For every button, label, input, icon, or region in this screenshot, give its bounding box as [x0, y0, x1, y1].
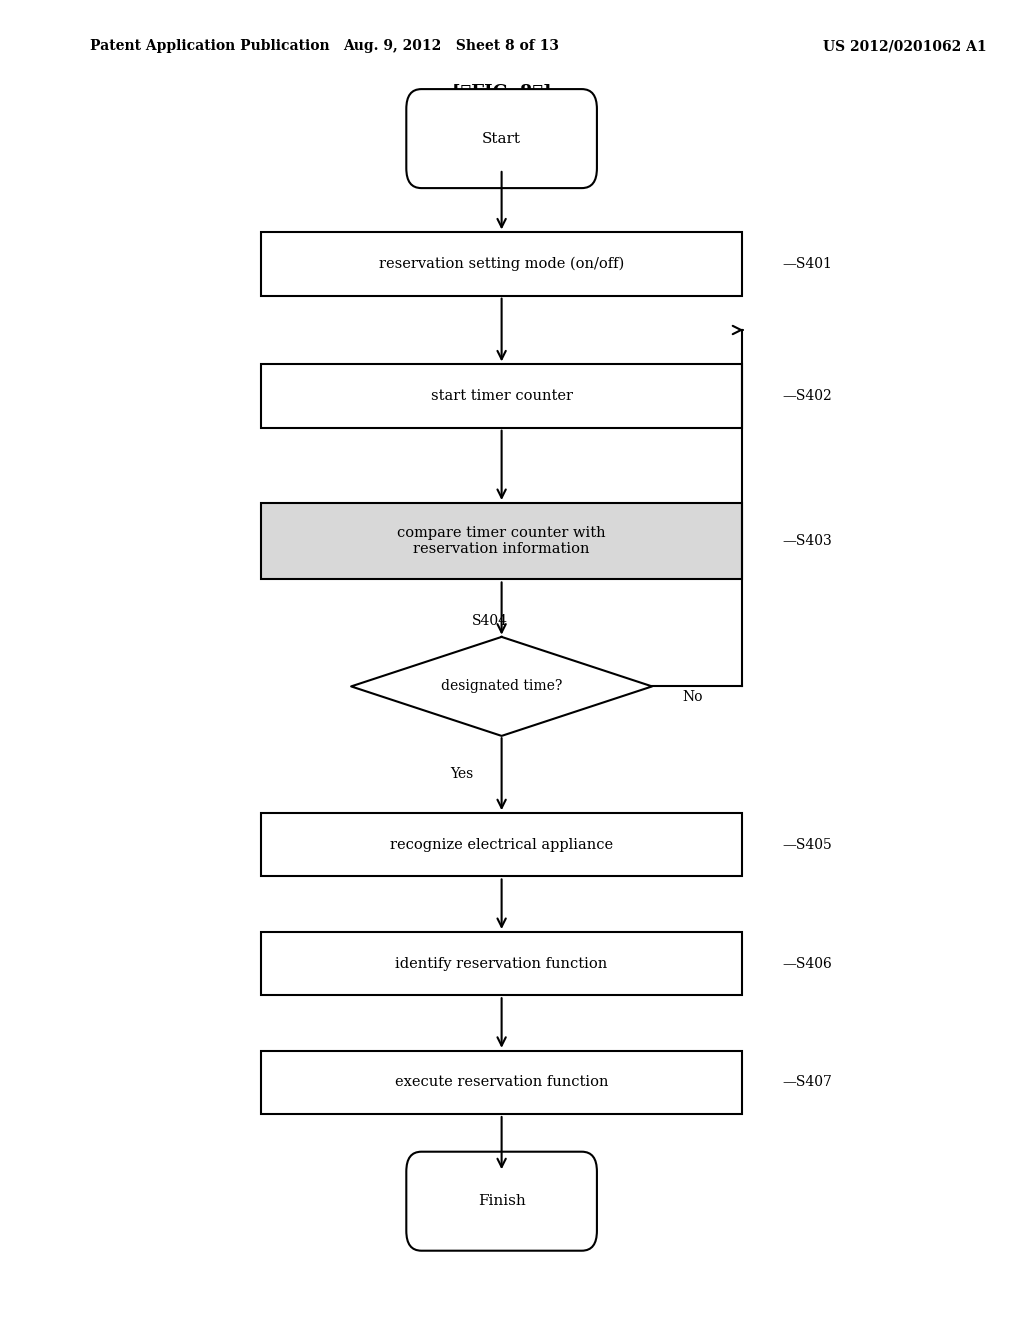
Text: identify reservation function: identify reservation function: [395, 957, 607, 970]
Text: Patent Application Publication: Patent Application Publication: [90, 40, 330, 53]
Bar: [261, 503, 742, 579]
Text: Aug. 9, 2012   Sheet 8 of 13: Aug. 9, 2012 Sheet 8 of 13: [343, 40, 559, 53]
Text: Finish: Finish: [478, 1195, 525, 1208]
Text: —S405: —S405: [782, 838, 833, 851]
FancyBboxPatch shape: [407, 88, 597, 187]
Text: execute reservation function: execute reservation function: [395, 1076, 608, 1089]
Bar: [261, 813, 742, 876]
Bar: [261, 1051, 742, 1114]
Text: reservation setting mode (on/off): reservation setting mode (on/off): [379, 257, 625, 271]
Text: compare timer counter with
reservation information: compare timer counter with reservation i…: [397, 527, 606, 556]
Text: —S402: —S402: [782, 389, 833, 403]
Text: S404: S404: [471, 614, 508, 628]
Text: Yes: Yes: [450, 767, 473, 781]
Text: —S406: —S406: [782, 957, 833, 970]
Bar: [261, 364, 742, 428]
Text: recognize electrical appliance: recognize electrical appliance: [390, 838, 613, 851]
Polygon shape: [351, 638, 652, 737]
Text: designated time?: designated time?: [441, 680, 562, 693]
Bar: [261, 232, 742, 296]
FancyBboxPatch shape: [407, 1151, 597, 1251]
Bar: [261, 932, 742, 995]
Text: —S407: —S407: [782, 1076, 833, 1089]
Text: No: No: [682, 690, 702, 704]
Text: [【FIG. 8】]: [【FIG. 8】]: [452, 83, 551, 102]
Text: —S403: —S403: [782, 535, 833, 548]
Text: start timer counter: start timer counter: [431, 389, 572, 403]
Text: Start: Start: [482, 132, 521, 145]
Text: US 2012/0201062 A1: US 2012/0201062 A1: [822, 40, 986, 53]
Text: —S401: —S401: [782, 257, 833, 271]
